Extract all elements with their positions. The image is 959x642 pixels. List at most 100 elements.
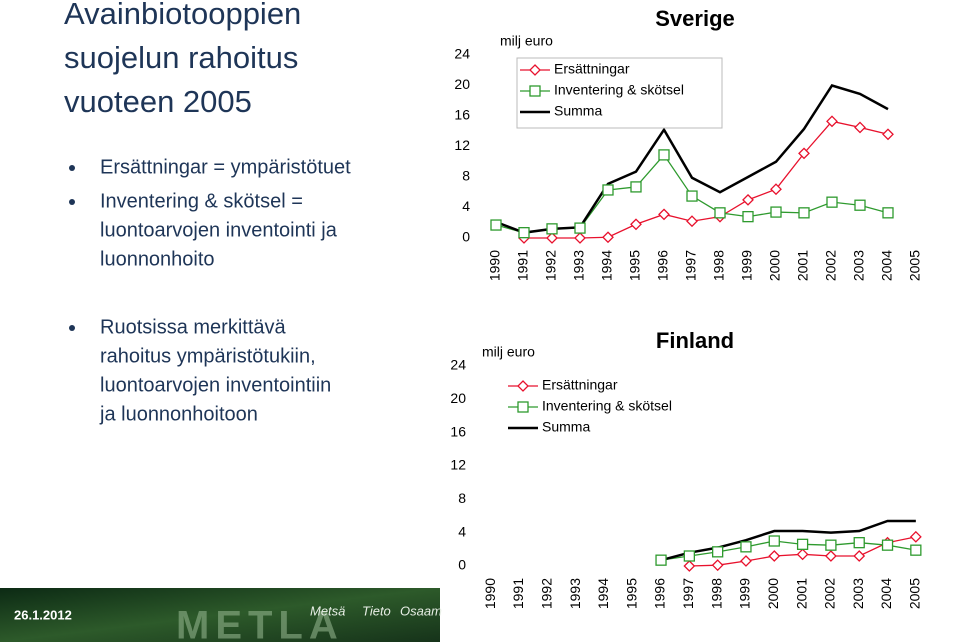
x-tick-label: 1999 <box>739 250 755 281</box>
data-point <box>881 539 894 551</box>
x-tick-label: 1992 <box>543 250 559 281</box>
footer-date: 26.1.2012 <box>14 607 72 622</box>
x-tick-label: 1993 <box>567 578 583 609</box>
x-tick-label: 1994 <box>595 578 611 609</box>
x-tick-label: 2001 <box>793 578 809 609</box>
y-tick-label: 20 <box>450 390 466 406</box>
data-point <box>546 232 558 244</box>
bullet-text: luontoarvojen inventointiin <box>100 374 331 396</box>
data-point <box>683 560 696 572</box>
x-tick-label: 2003 <box>851 250 867 281</box>
legend-label: Inventering & skötsel <box>542 398 672 414</box>
x-tick-label: 2005 <box>907 250 923 281</box>
data-point <box>740 555 752 567</box>
series-line <box>495 84 889 234</box>
bullet-text: luonnonhoito <box>100 248 215 270</box>
bullet-dot <box>69 165 75 171</box>
data-point <box>714 207 726 219</box>
data-point <box>825 539 837 551</box>
bullet-text: rahoitus ympäristötukiin, <box>100 345 316 367</box>
x-tick-label: 2004 <box>878 578 894 609</box>
x-tick-label: 1997 <box>680 578 696 609</box>
legend-marker <box>517 401 529 413</box>
x-tick-label: 1995 <box>627 250 643 281</box>
x-tick-label: 1991 <box>515 250 531 281</box>
data-point <box>826 196 838 208</box>
y-tick-label: 4 <box>462 198 470 214</box>
data-point <box>742 193 754 206</box>
slide-title: Avainbiotooppien <box>64 0 301 31</box>
footer-band <box>0 588 440 642</box>
x-tick-label: 1998 <box>711 250 727 281</box>
x-tick-label: 2005 <box>907 578 923 609</box>
data-point <box>768 535 780 547</box>
data-point <box>770 206 782 218</box>
legend-label: Ersättningar <box>554 61 630 77</box>
y-axis-label: milj euro <box>500 33 553 49</box>
data-point <box>658 149 670 161</box>
x-tick-label: 1997 <box>683 250 699 281</box>
data-point <box>798 207 810 219</box>
data-point <box>854 199 866 211</box>
data-point <box>910 544 922 556</box>
x-tick-label: 1990 <box>487 250 503 281</box>
slide-title: vuoteen 2005 <box>64 84 252 119</box>
x-tick-label: 2002 <box>822 578 838 609</box>
data-point <box>655 554 667 566</box>
y-tick-label: 12 <box>454 137 470 153</box>
y-tick-label: 24 <box>450 357 466 373</box>
bullet-dot <box>69 325 75 331</box>
data-point <box>796 548 809 561</box>
x-tick-label: 2002 <box>823 250 839 281</box>
data-point <box>742 210 754 223</box>
x-tick-label: 1991 <box>510 578 526 609</box>
slide-title: suojelun rahoitus <box>64 40 298 75</box>
data-point <box>711 559 724 572</box>
legend-marker <box>529 85 541 97</box>
data-point <box>686 190 698 202</box>
x-tick-label: 1996 <box>652 578 668 609</box>
x-tick-label: 2004 <box>879 250 895 281</box>
x-tick-label: 2001 <box>795 250 811 281</box>
x-tick-label: 2000 <box>767 250 783 281</box>
data-point <box>826 115 838 128</box>
bullet-dot <box>69 199 75 205</box>
x-tick-label: 1994 <box>599 250 615 281</box>
y-tick-label: 24 <box>454 46 470 62</box>
x-tick-label: 1990 <box>482 578 498 609</box>
chart-title: Sverige <box>655 6 735 31</box>
footer-tagline: Metsä <box>310 603 345 618</box>
y-axis-label: milj euro <box>482 344 535 360</box>
x-tick-label: 1996 <box>655 250 671 281</box>
footer-logo: METLA <box>176 604 344 642</box>
legend-label: Summa <box>554 103 602 119</box>
data-point <box>602 231 614 244</box>
data-point <box>796 538 809 550</box>
legend-label: Ersättningar <box>542 377 618 393</box>
y-tick-label: 0 <box>458 557 466 573</box>
data-point <box>546 223 558 235</box>
data-point <box>909 530 922 543</box>
data-point <box>683 550 695 562</box>
y-tick-label: 12 <box>450 457 466 473</box>
data-point <box>882 128 894 141</box>
data-point <box>574 222 586 234</box>
data-point <box>770 183 782 196</box>
bullet-text: luontoarvojen inventointi ja <box>100 219 338 241</box>
x-tick-label: 1992 <box>538 578 554 609</box>
x-tick-label: 2003 <box>850 578 866 609</box>
series-line <box>660 519 916 562</box>
data-point <box>490 219 502 231</box>
bullet-text: ja luonnonhoitoon <box>99 403 258 425</box>
bullet-text: Ersättningar = ympäristötuet <box>100 156 351 178</box>
series-line <box>524 120 889 239</box>
y-tick-label: 8 <box>458 490 466 506</box>
data-point <box>630 181 642 193</box>
data-point <box>853 537 865 549</box>
data-point <box>518 227 530 239</box>
footer-tagline: Osaam <box>400 603 442 618</box>
y-tick-label: 20 <box>454 76 470 92</box>
y-tick-label: 4 <box>458 523 466 539</box>
data-point <box>602 184 614 196</box>
bullet-text: Ruotsissa merkittävä <box>100 316 286 338</box>
